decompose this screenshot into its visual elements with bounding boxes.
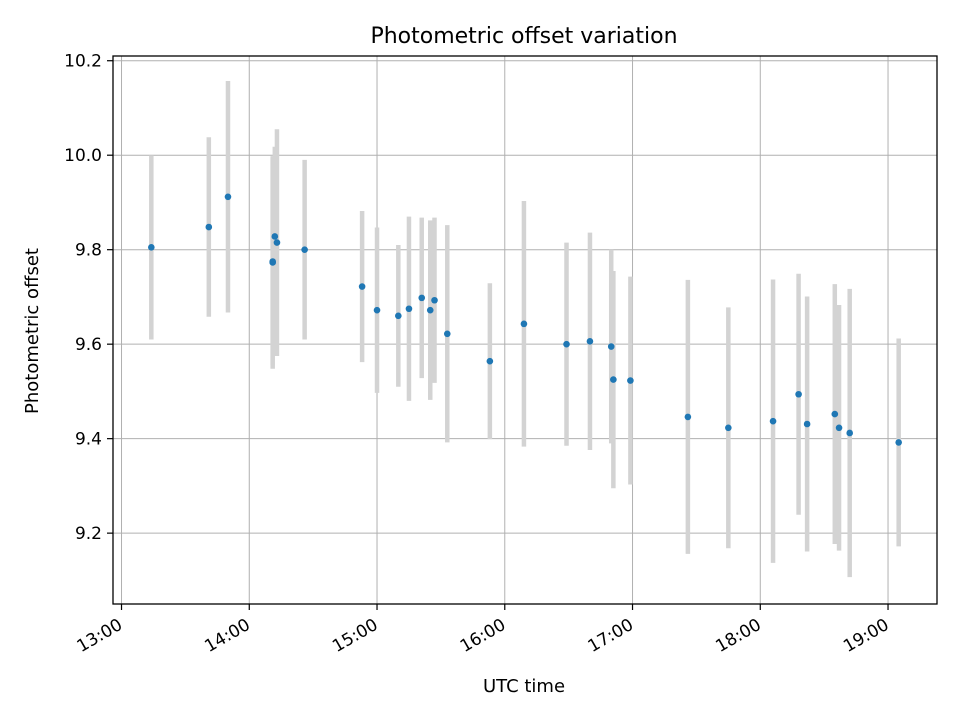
data-point bbox=[684, 413, 692, 421]
data-point bbox=[769, 417, 777, 425]
data-point bbox=[443, 330, 451, 338]
y-axis-label: Photometric offset bbox=[22, 248, 43, 414]
data-points bbox=[148, 193, 902, 446]
data-point bbox=[846, 429, 854, 437]
data-point bbox=[395, 312, 402, 320]
data-point bbox=[895, 439, 902, 446]
data-point bbox=[795, 390, 802, 398]
data-point bbox=[627, 377, 634, 384]
data-point bbox=[148, 244, 155, 251]
data-point bbox=[224, 193, 232, 201]
data-point bbox=[205, 223, 213, 231]
data-point bbox=[831, 410, 839, 418]
y-axis: 9.2 9.4 9.6 9.8 10.0 10.2 bbox=[64, 52, 113, 544]
data-point bbox=[271, 233, 279, 240]
data-point bbox=[610, 376, 617, 383]
data-point bbox=[273, 239, 281, 246]
y-tick-label: 9.2 bbox=[75, 524, 102, 544]
data-point bbox=[426, 306, 434, 314]
chart-title: Photometric offset variation bbox=[370, 24, 677, 49]
y-tick-label: 9.6 bbox=[75, 335, 102, 355]
x-axis-label: UTC time bbox=[483, 676, 565, 697]
data-point bbox=[486, 357, 494, 365]
data-point bbox=[835, 424, 843, 432]
data-point bbox=[725, 424, 732, 432]
data-point bbox=[607, 343, 615, 350]
data-point bbox=[563, 340, 570, 348]
data-point bbox=[358, 283, 366, 290]
data-point bbox=[586, 338, 594, 345]
data-point bbox=[405, 305, 413, 313]
data-point bbox=[803, 420, 811, 428]
y-tick-label: 9.4 bbox=[75, 430, 102, 450]
y-tick-label: 10.0 bbox=[64, 146, 102, 166]
y-tick-label: 9.8 bbox=[75, 241, 102, 261]
data-point bbox=[269, 258, 276, 265]
y-tick-label: 10.2 bbox=[64, 52, 102, 72]
data-point bbox=[301, 246, 308, 253]
data-point bbox=[431, 296, 438, 304]
data-point bbox=[373, 306, 381, 314]
plot-frame bbox=[112, 55, 938, 605]
data-point bbox=[520, 320, 528, 328]
data-point bbox=[418, 294, 426, 302]
